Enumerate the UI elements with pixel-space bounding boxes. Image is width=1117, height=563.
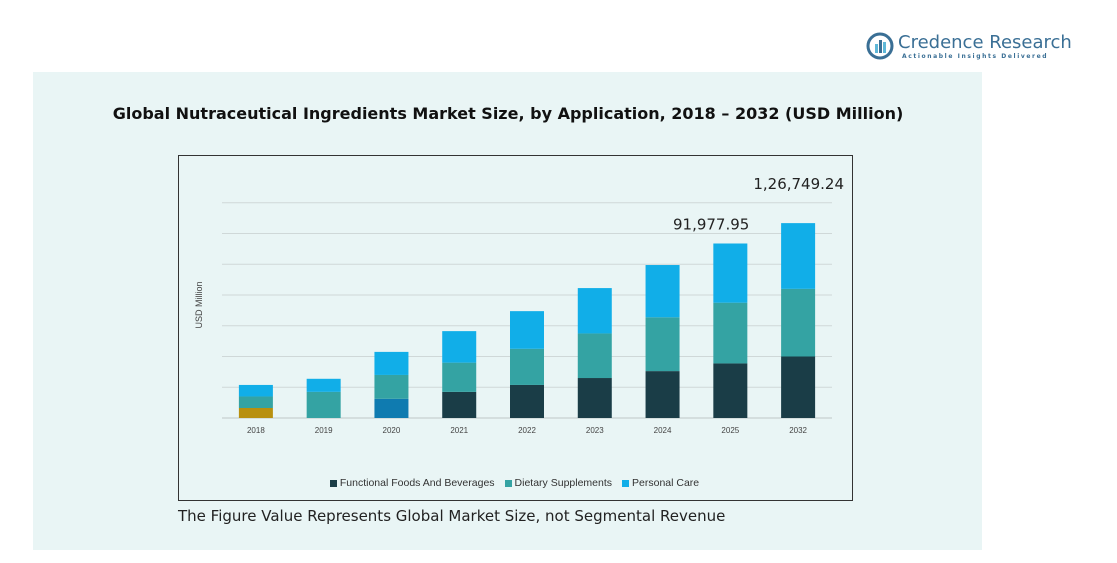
y-axis-label: USD Million xyxy=(194,281,204,328)
bar-functional-foods-and-beverages-2032 xyxy=(781,356,816,418)
footnote: The Figure Value Represents Global Marke… xyxy=(178,507,726,525)
bar-functional-foods-and-beverages-2022 xyxy=(510,384,544,418)
bar-dietary-supplements-2023 xyxy=(577,333,612,379)
bar-dietary-supplements-2018 xyxy=(238,396,273,409)
logo-name: Credence Research xyxy=(898,32,1072,53)
bar-personal-care-2023 xyxy=(577,288,612,334)
bar-functional-foods-and-beverages-2018 xyxy=(238,408,273,418)
bar-functional-foods-and-beverages-2021 xyxy=(442,391,477,418)
bar-dietary-supplements-2024 xyxy=(645,317,680,372)
x-tick-label-2023: 2023 xyxy=(586,426,604,435)
legend-label: Functional Foods And Beverages xyxy=(339,477,495,489)
legend-swatch xyxy=(622,479,630,487)
x-tick-label-2021: 2021 xyxy=(450,426,468,435)
x-tick-label-2025: 2025 xyxy=(721,426,739,435)
x-tick-label-2018: 2018 xyxy=(247,426,265,435)
bar-personal-care-2032 xyxy=(781,223,816,289)
bar-personal-care-2019 xyxy=(306,378,341,392)
legend-item-functional-foods-and-beverages: Functional Foods And Beverages xyxy=(329,477,495,489)
chart-legend: Functional Foods And Beverages Dietary Su… xyxy=(178,477,851,489)
bar-dietary-supplements-2032 xyxy=(781,288,816,357)
value-label-2025: 91,977.95 xyxy=(673,215,749,233)
bar-personal-care-2018 xyxy=(238,384,273,397)
logo-mark-icon xyxy=(866,32,894,60)
x-tick-label-2032: 2032 xyxy=(789,426,807,435)
chart-frame xyxy=(178,155,853,501)
credence-research-logo: Credence Research Actionable Insights De… xyxy=(866,32,1072,64)
bar-functional-foods-and-beverages-2020 xyxy=(374,398,409,418)
bar-personal-care-2020 xyxy=(374,351,409,375)
bar-functional-foods-and-beverages-2023 xyxy=(577,378,612,418)
legend-item-dietary-supplements: Dietary Supplements xyxy=(504,477,613,489)
bar-dietary-supplements-2021 xyxy=(442,362,477,392)
value-label-2032: 1,26,749.24 xyxy=(753,175,844,193)
legend-label: Personal Care xyxy=(632,477,700,489)
chart-title: Global Nutraceutical Ingredients Market … xyxy=(112,104,904,123)
bar-dietary-supplements-2022 xyxy=(510,348,544,385)
bar-personal-care-2024 xyxy=(645,265,680,318)
chart-panel xyxy=(33,72,982,550)
bar-personal-care-2021 xyxy=(442,331,477,363)
x-tick-label-2024: 2024 xyxy=(654,426,672,435)
bar-personal-care-2025 xyxy=(713,243,748,303)
x-tick-label-2019: 2019 xyxy=(315,426,333,435)
bar-functional-foods-and-beverages-2024 xyxy=(645,371,680,418)
legend-swatch xyxy=(504,479,512,487)
x-tick-label-2020: 2020 xyxy=(383,426,401,435)
logo-tagline: Actionable Insights Delivered xyxy=(902,53,1049,60)
bar-dietary-supplements-2019 xyxy=(306,391,341,418)
bar-personal-care-2022 xyxy=(510,311,544,349)
x-tick-label-2022: 2022 xyxy=(518,426,536,435)
bar-functional-foods-and-beverages-2025 xyxy=(713,363,748,418)
legend-swatch xyxy=(329,479,337,487)
legend-label: Dietary Supplements xyxy=(514,477,613,489)
bar-dietary-supplements-2025 xyxy=(713,302,748,364)
legend-item-personal-care: Personal Care xyxy=(622,477,699,489)
bar-dietary-supplements-2020 xyxy=(374,374,409,399)
